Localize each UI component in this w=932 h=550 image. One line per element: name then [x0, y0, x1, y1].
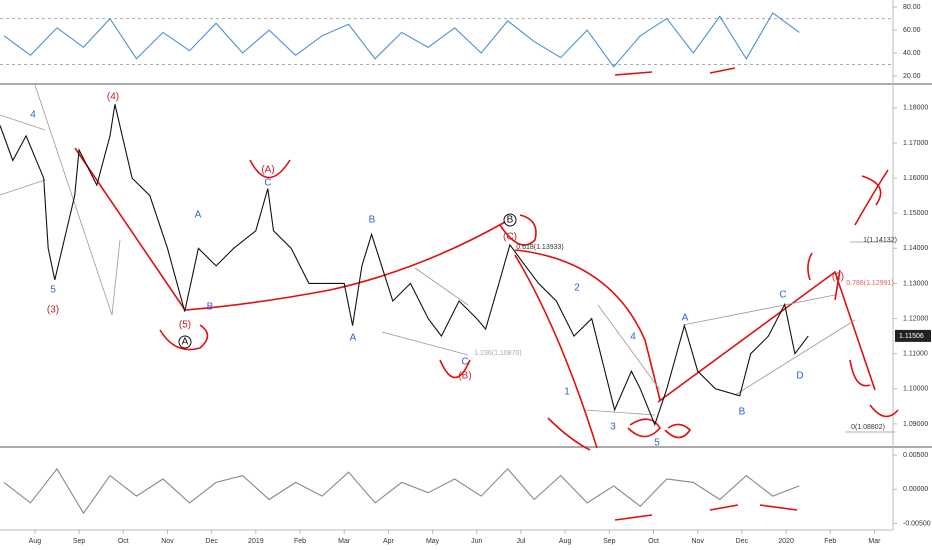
wave-label: C [779, 290, 786, 301]
y-tick-label: 1.15000 [903, 210, 928, 217]
x-tick-label: Oct [118, 538, 129, 545]
wave-label: (5) [179, 320, 191, 331]
last-price-label: 1.11506 [899, 333, 924, 340]
wave-label: (B) [458, 371, 471, 382]
x-tick-label: Nov [691, 538, 704, 545]
wave-label: 1.236(1.10870) [474, 350, 521, 357]
wave-label: C [461, 357, 468, 368]
y-tick-label: 1.17000 [903, 140, 928, 147]
annotation-circle [503, 213, 517, 227]
x-tick-label: Jun [471, 538, 482, 545]
x-tick-label: Nov [161, 538, 174, 545]
trend-lines [0, 84, 895, 433]
wave-label: 3 [610, 422, 616, 433]
x-tick-label: Mar [338, 538, 351, 545]
y-tick-label: 1.16000 [903, 175, 928, 182]
wave-label: (A) [261, 165, 274, 176]
y-tick-label: 1.10000 [903, 386, 928, 393]
wave-label: (2) [832, 272, 844, 283]
series-line [3, 467, 800, 515]
x-tick-label: Jul [516, 538, 525, 545]
y-tick-label: 1.11000 [903, 351, 928, 358]
x-tick-label: May [426, 538, 440, 545]
wave-label: A [195, 210, 202, 221]
wave-label: 4 [30, 110, 36, 121]
x-tick-label: Apr [383, 538, 395, 545]
y-tick-label: 60.00 [903, 27, 921, 34]
last-price-badge [895, 329, 931, 342]
x-tick-label: Aug [559, 538, 572, 545]
x-tick-label: Feb [294, 538, 306, 545]
wave-label: A [182, 337, 189, 348]
y-tick-label: 0.00500 [903, 452, 928, 459]
x-tick-label: Feb [824, 538, 836, 545]
y-tick-label: 1.14000 [903, 245, 928, 252]
x-tick-label: Dec [736, 538, 749, 545]
wave-label: 0.786(1.12991) [846, 280, 893, 287]
x-tick-label: 2020 [778, 538, 794, 545]
y-tick-label: 1.18000 [903, 105, 928, 112]
x-tick-label: Oct [648, 538, 659, 545]
x-tick-label: Aug [29, 538, 42, 545]
wave-label: A [682, 313, 689, 324]
wave-label: (4) [107, 92, 119, 103]
wave-label: D [796, 371, 803, 382]
wave-label: B [369, 215, 376, 226]
wave-label: 0.618(1.13933) [516, 244, 563, 251]
wave-label: 2 [574, 283, 580, 294]
y-tick-label: 40.00 [903, 50, 921, 57]
x-tick-label: 2019 [248, 538, 264, 545]
hand-drawing [74, 67, 899, 521]
wave-label: B [739, 407, 746, 418]
wave-label: (C) [503, 232, 517, 243]
wave-label: C [264, 178, 271, 189]
y-tick-label: 0.00000 [903, 486, 928, 493]
x-tick-label: Dec [205, 538, 218, 545]
x-tick-label: Sep [603, 538, 616, 545]
x-tick-label: Mar [868, 538, 881, 545]
y-tick-label: 1.12000 [903, 315, 928, 322]
y-tick-label: 80.00 [903, 4, 921, 11]
wave-label: (3) [47, 305, 59, 316]
y-tick-label: -0.00500 [903, 520, 931, 527]
y-tick-label: 1.13000 [903, 280, 928, 287]
annotation-circle [178, 335, 192, 349]
y-tick-label: 1.09000 [903, 421, 928, 428]
y-tick-label: 20.00 [903, 73, 921, 80]
wave-label: 1(1.14132) [863, 237, 897, 244]
wave-label: B [207, 302, 214, 313]
series-line [0, 104, 809, 427]
wave-label: 5 [654, 438, 660, 449]
wave-label: 5 [50, 285, 56, 296]
series-line [3, 12, 800, 68]
wave-label: 0(1.08802) [851, 424, 885, 431]
wave-label: 1 [564, 387, 570, 398]
wave-label: A [350, 333, 357, 344]
wave-label: 4 [630, 332, 636, 343]
x-tick-label: Sep [73, 538, 86, 545]
wave-label: B [507, 215, 514, 226]
